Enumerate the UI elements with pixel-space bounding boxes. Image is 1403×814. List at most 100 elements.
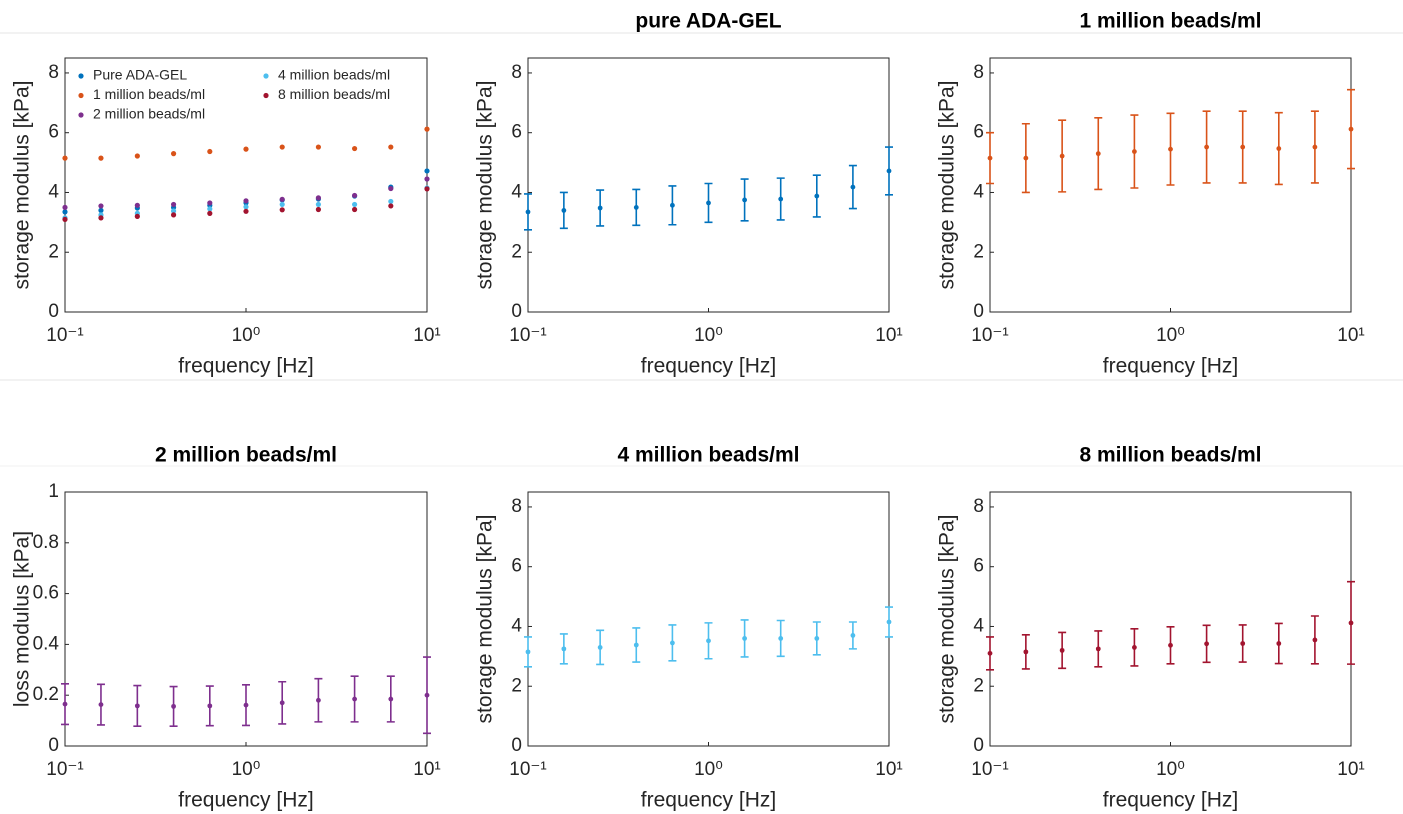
point (742, 636, 748, 641)
y-tick-label: 6 (973, 556, 984, 577)
x-tick-label: 10⁰ (232, 759, 261, 780)
x-tick-label: 10⁰ (694, 759, 723, 780)
legend-marker (263, 73, 269, 79)
y-tick-label: 8 (48, 62, 59, 83)
point (388, 185, 394, 192)
point (1168, 146, 1173, 152)
x-axis-label: frequency [Hz] (178, 789, 313, 812)
point (207, 148, 213, 155)
x-axis-label: frequency [Hz] (641, 789, 776, 812)
y-axis-label: storage modulus [kPa] (936, 81, 959, 290)
axes-box (989, 491, 1352, 747)
panel-title: 1 million beads/ml (1079, 10, 1261, 33)
panel-title: 4 million beads/ml (617, 444, 799, 467)
point (987, 650, 993, 656)
point (243, 146, 249, 152)
y-tick-label: 6 (973, 122, 984, 143)
y-tick-label: 0 (973, 301, 984, 322)
point (1276, 146, 1282, 151)
point (243, 204, 249, 210)
y-tick-label: 8 (973, 62, 984, 83)
y-tick-label: 0.4 (33, 633, 60, 654)
point (850, 184, 856, 190)
point (62, 701, 68, 707)
point (987, 155, 993, 161)
point (597, 644, 603, 650)
x-tick-label: 10¹ (1337, 759, 1364, 780)
panel: 8 million beads/ml frequency [Hz] storage … (936, 444, 1365, 812)
x-tick-label: 10⁻¹ (971, 759, 1009, 780)
point (1059, 647, 1065, 653)
point (1348, 620, 1354, 626)
point (814, 636, 820, 641)
point (1276, 641, 1282, 646)
y-tick-label: 0 (48, 301, 59, 322)
legend-label: 8 million beads/ml (278, 86, 390, 102)
legend-marker (78, 112, 84, 118)
y-tick-label: 4 (511, 615, 522, 636)
point (170, 208, 177, 214)
point (243, 702, 249, 708)
point (886, 619, 892, 625)
y-axis-label: storage modulus [kPa] (936, 515, 959, 724)
point (315, 144, 322, 150)
point (850, 633, 856, 638)
point (1095, 646, 1101, 652)
panel: pure ADA-GEL frequency [Hz] storage modulu… (474, 10, 903, 378)
x-tick-label: 10¹ (1337, 325, 1364, 346)
point (814, 193, 820, 199)
y-tick-label: 2 (48, 241, 59, 262)
point (525, 209, 531, 215)
y-axis-label: storage modulus [kPa] (474, 81, 497, 290)
point (670, 202, 675, 208)
legend-marker (263, 92, 269, 99)
y-tick-label: 0.6 (33, 583, 59, 604)
point (279, 144, 285, 150)
point (670, 640, 675, 646)
x-tick-label: 10⁰ (232, 325, 261, 346)
point (778, 636, 784, 641)
point (279, 201, 285, 208)
x-axis-label: frequency [Hz] (1103, 789, 1238, 812)
panel-title: 2 million beads/ml (155, 444, 337, 467)
point (315, 206, 322, 213)
point (1059, 153, 1065, 159)
point (351, 145, 358, 152)
y-tick-label: 2 (511, 241, 522, 262)
legend-label: 4 million beads/ml (278, 67, 390, 83)
point (633, 642, 639, 648)
x-axis-label: frequency [Hz] (641, 355, 776, 378)
point (1312, 637, 1318, 643)
legend-label: 2 million beads/ml (93, 106, 205, 122)
point (1095, 151, 1101, 157)
y-axis-label: storage modulus [kPa] (11, 81, 34, 290)
point (351, 201, 358, 208)
point (525, 649, 531, 655)
point (243, 208, 249, 214)
y-tick-label: 1 (48, 481, 59, 502)
x-tick-label: 10⁻¹ (971, 325, 1009, 346)
point (561, 646, 567, 652)
point (1204, 144, 1210, 150)
x-tick-label: 10⁰ (1156, 759, 1185, 780)
point (351, 192, 358, 199)
point (1204, 641, 1210, 647)
panel: 2 million beads/ml frequency [Hz] loss mod… (11, 444, 441, 812)
x-tick-label: 10¹ (875, 759, 902, 780)
point (315, 195, 322, 201)
y-tick-label: 8 (973, 496, 984, 517)
y-tick-label: 0.2 (33, 684, 59, 705)
point (279, 207, 285, 213)
point (62, 216, 68, 222)
y-tick-label: 0 (511, 301, 522, 322)
legend-marker (78, 73, 84, 79)
point (1132, 644, 1137, 650)
point (243, 198, 249, 204)
y-tick-label: 6 (511, 122, 522, 143)
x-tick-label: 10⁰ (694, 325, 723, 346)
y-tick-label: 0 (511, 735, 522, 756)
x-tick-label: 10⁻¹ (509, 759, 547, 780)
point (1023, 649, 1029, 655)
point (134, 153, 140, 159)
